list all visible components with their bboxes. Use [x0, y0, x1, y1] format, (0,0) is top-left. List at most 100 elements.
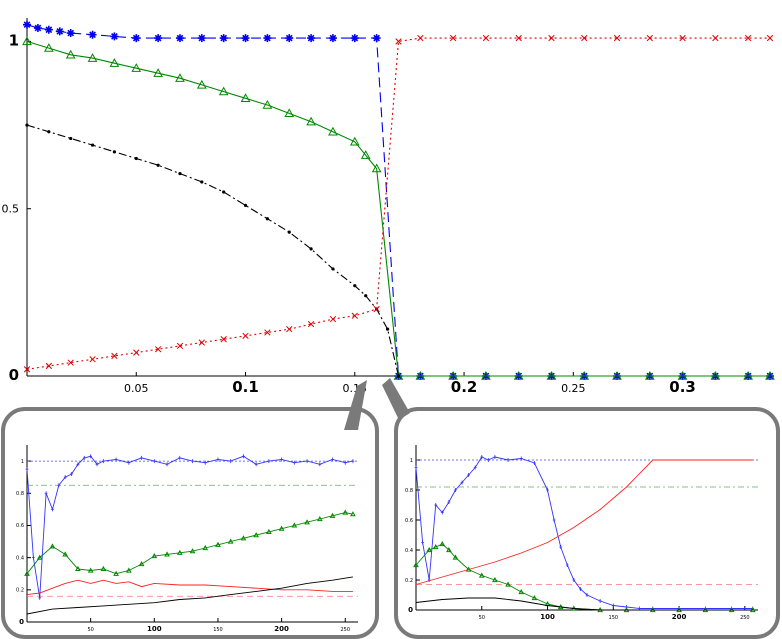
- series-2-point: [426, 546, 433, 553]
- series-1-point: [140, 455, 143, 460]
- series-4-point: [395, 38, 402, 45]
- series-4-point: [89, 356, 96, 363]
- series-1-point: [427, 578, 431, 582]
- series-2-point: [284, 108, 295, 118]
- series-2-point: [432, 543, 439, 550]
- y-tick-label: 1: [410, 458, 413, 464]
- series-3-point: [222, 190, 226, 194]
- y-tick-label: 0: [408, 606, 413, 614]
- series-2-point: [266, 528, 272, 534]
- series-4-line: [26, 37, 770, 370]
- series-4-point: [329, 315, 337, 323]
- series-1-point: [152, 459, 156, 464]
- series-3-point: [287, 230, 291, 234]
- series-1-point: [132, 34, 141, 43]
- series-1-point: [440, 510, 444, 515]
- series-1-point: [546, 488, 549, 492]
- series-2-line: [26, 512, 353, 575]
- series-4: [26, 576, 353, 615]
- series-1-point: [31, 555, 35, 560]
- inset-chart-right: 50 100 150 200 250 0 0.2 0.4 0.6 0.8 1: [405, 445, 758, 621]
- series-3-point: [243, 203, 248, 207]
- series-3-point: [331, 267, 335, 271]
- series-3-point: [178, 171, 182, 176]
- series-1-point: [267, 459, 271, 464]
- series-1-point: [63, 475, 67, 480]
- series-4-point: [482, 34, 490, 42]
- series-2-point: [439, 540, 446, 547]
- x-tick-label: 50: [479, 615, 485, 621]
- y-tick-label: 1: [9, 31, 19, 49]
- series-2-point: [478, 572, 485, 578]
- series-2-point: [164, 551, 170, 557]
- series-2-point: [677, 370, 688, 380]
- series-3-line: [26, 579, 353, 596]
- x-tick-label: 100: [540, 613, 555, 621]
- series-3-point: [112, 150, 117, 154]
- series-4-point: [23, 366, 31, 373]
- series-3-line: [415, 459, 753, 585]
- series-4-point: [133, 349, 140, 356]
- series-1-point: [565, 563, 569, 567]
- series-2-line: [26, 40, 770, 377]
- main-plot: 0.05 0.1 0.15 0.2 0.25 0.300.51: [2, 18, 775, 396]
- series-2-point: [505, 581, 511, 587]
- series-4-point: [286, 326, 293, 333]
- series-2-point: [262, 99, 273, 109]
- series-2-point: [131, 63, 142, 72]
- series-3: [415, 459, 753, 585]
- series-1-point: [51, 507, 54, 512]
- series-2-point: [579, 370, 590, 380]
- series-1-point: [493, 455, 497, 459]
- series-1-point: [38, 595, 42, 600]
- series-1-point: [585, 593, 589, 597]
- y-tick-label: 0.4: [405, 548, 413, 554]
- series-4-point: [548, 34, 555, 42]
- x-tick-label: 50: [87, 627, 93, 633]
- series-4: [415, 597, 753, 611]
- series-1-point: [480, 455, 484, 459]
- series-1-point: [579, 587, 582, 591]
- series-1-point: [76, 462, 80, 467]
- series-1-point: [343, 460, 347, 465]
- series-2-point: [189, 548, 196, 554]
- y-tick-label: 0.2: [405, 578, 413, 584]
- series-1-point: [328, 34, 337, 43]
- series-1-point: [263, 34, 272, 43]
- series-2-point: [446, 546, 452, 553]
- series-1-point: [197, 34, 206, 43]
- series-4-line: [26, 576, 353, 615]
- series-1-point: [101, 459, 105, 464]
- series-2-point: [87, 567, 94, 573]
- series-4-point: [373, 305, 380, 313]
- series-2-point: [109, 58, 120, 67]
- series-3-point: [265, 217, 269, 221]
- series-1: [414, 455, 755, 611]
- series-2-point: [350, 511, 356, 517]
- series-1-point: [350, 34, 359, 43]
- series-3-point: [200, 180, 204, 184]
- y-tick-label: 0.6: [16, 523, 24, 529]
- series-1-point: [66, 29, 75, 38]
- series-1-point: [460, 480, 464, 485]
- x-tick-label: 150: [609, 615, 619, 621]
- series-2-point: [531, 594, 538, 601]
- series-1: [23, 20, 774, 380]
- series-1-point: [95, 462, 99, 467]
- x-tick-label: 250: [740, 615, 750, 621]
- series-1-point: [203, 460, 207, 465]
- x-tick-label: 0.3: [669, 378, 696, 396]
- series-2-point: [240, 535, 247, 541]
- x-tick-label: 200: [274, 625, 289, 633]
- series-2-point: [612, 370, 622, 380]
- inset-chart-left: 50 100 150 200 250 0 0.2 0.4 0.6 0.8 1: [16, 445, 358, 633]
- series-2-point: [278, 525, 285, 531]
- series-2-point: [304, 519, 310, 525]
- series-1-line: [26, 24, 770, 377]
- series-2-point: [227, 538, 234, 544]
- series-2-point: [151, 552, 158, 559]
- x-tick-label: 200: [672, 613, 687, 621]
- series-2-point: [393, 370, 404, 380]
- series-2-point: [413, 561, 419, 568]
- series-1-point: [242, 454, 245, 459]
